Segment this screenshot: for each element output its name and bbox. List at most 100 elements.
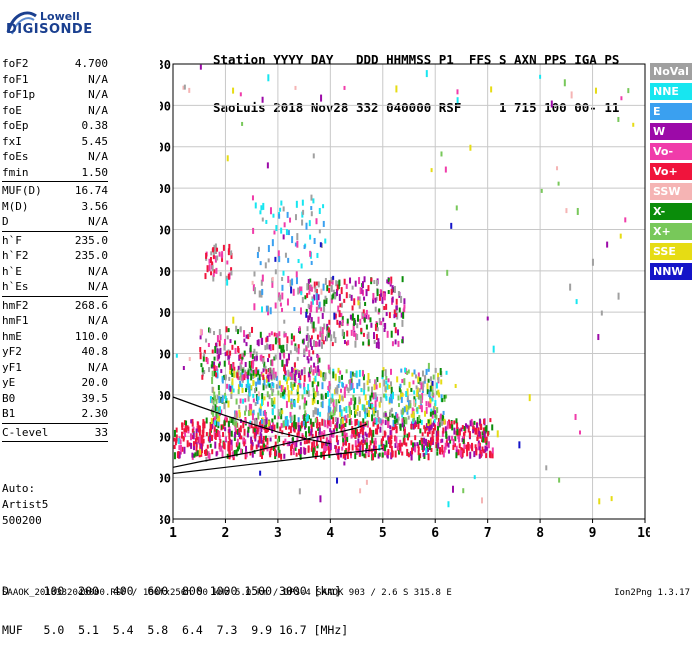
echo-point — [236, 446, 239, 452]
echo-point — [301, 199, 304, 206]
echo-point — [278, 295, 281, 301]
echo-point — [323, 323, 326, 330]
echo-point — [329, 428, 332, 433]
echo-point — [400, 396, 403, 403]
echo-point — [263, 443, 266, 448]
echo-point — [255, 387, 258, 392]
echo-point — [378, 452, 381, 457]
echo-point — [426, 431, 429, 437]
echo-point — [299, 452, 302, 460]
echo-point — [264, 427, 267, 433]
echo-point — [447, 449, 450, 454]
echo-point — [363, 276, 366, 283]
echo-point — [518, 441, 521, 449]
echo-point — [252, 373, 255, 379]
echo-point — [419, 395, 422, 401]
echo-point — [231, 344, 234, 350]
echo-point — [237, 369, 240, 376]
param-row: yE 20.0 — [2, 375, 108, 391]
echo-point — [203, 349, 206, 354]
echo-point — [259, 432, 262, 438]
param-separator — [2, 295, 108, 297]
echo-point — [362, 418, 365, 424]
echo-point — [183, 428, 186, 435]
echo-point — [218, 430, 221, 437]
echo-point — [441, 438, 444, 443]
echo-point — [226, 350, 229, 356]
echo-point — [394, 450, 397, 458]
echo-point — [213, 431, 216, 438]
echo-point — [296, 437, 299, 443]
echo-point — [364, 431, 367, 436]
echo-point — [422, 452, 425, 457]
echo-point — [431, 397, 434, 402]
echo-point — [403, 419, 406, 424]
echo-point — [279, 294, 282, 302]
echo-point — [405, 442, 408, 447]
echo-point — [471, 422, 474, 427]
header-line1: Station YYYY DAY DDD HHMMSS P1 FFS S AXN… — [213, 52, 620, 67]
echo-point — [261, 418, 264, 424]
echo-point — [491, 452, 494, 459]
echo-point — [432, 410, 435, 415]
echo-point — [351, 371, 354, 377]
echo-point — [239, 362, 242, 370]
echo-point — [441, 444, 444, 452]
echo-point — [469, 451, 472, 459]
echo-point — [398, 386, 401, 393]
echo-point — [376, 280, 379, 287]
echo-point — [569, 283, 572, 291]
echo-point — [358, 369, 361, 377]
echo-point — [310, 346, 313, 351]
echo-point — [223, 419, 226, 426]
echo-point — [328, 369, 331, 374]
echo-point — [417, 372, 420, 379]
echo-point — [401, 319, 404, 327]
echo-point — [463, 443, 466, 450]
echo-point — [217, 385, 220, 391]
echo-point — [250, 368, 253, 373]
echo-point — [343, 407, 346, 412]
echo-point — [346, 453, 349, 460]
echo-point — [211, 265, 214, 272]
echo-point — [255, 371, 258, 377]
echo-point — [212, 272, 215, 277]
echo-point — [246, 378, 249, 385]
echo-point — [269, 344, 272, 352]
logo-line1: Lowell — [40, 10, 80, 23]
echo-point — [405, 404, 408, 412]
echo-point — [334, 293, 337, 300]
echo-point — [322, 395, 325, 401]
echo-point — [485, 436, 488, 442]
echo-point — [365, 433, 368, 438]
echo-point — [478, 453, 481, 459]
echo-point — [327, 327, 330, 333]
echo-point — [309, 367, 312, 372]
echo-point — [218, 340, 221, 347]
echo-point — [385, 303, 388, 310]
echo-point — [293, 440, 296, 448]
scaled-parameters-panel: foF2 4.700 foF1 N/A foF1p N/A foE N/A foEp 0.38 fx… — [2, 56, 108, 443]
echo-point — [289, 217, 292, 223]
echo-point — [384, 450, 387, 456]
echo-point — [282, 234, 285, 240]
echo-point — [427, 367, 430, 372]
echo-point — [259, 445, 262, 452]
echo-point — [386, 451, 389, 459]
echo-point — [368, 444, 371, 452]
echo-point — [292, 368, 295, 373]
echo-point — [224, 416, 227, 421]
echo-point — [219, 439, 222, 444]
echo-point — [375, 342, 378, 349]
y-tick-label: 400 — [160, 389, 171, 403]
echo-point — [320, 393, 323, 400]
echo-point — [203, 352, 206, 357]
echo-point — [484, 438, 487, 444]
echo-point — [278, 213, 281, 219]
echo-point — [229, 416, 232, 421]
echo-point — [292, 383, 295, 390]
echo-point — [215, 398, 218, 404]
echo-point — [225, 275, 228, 281]
echo-point — [218, 414, 221, 422]
echo-point — [251, 450, 254, 458]
